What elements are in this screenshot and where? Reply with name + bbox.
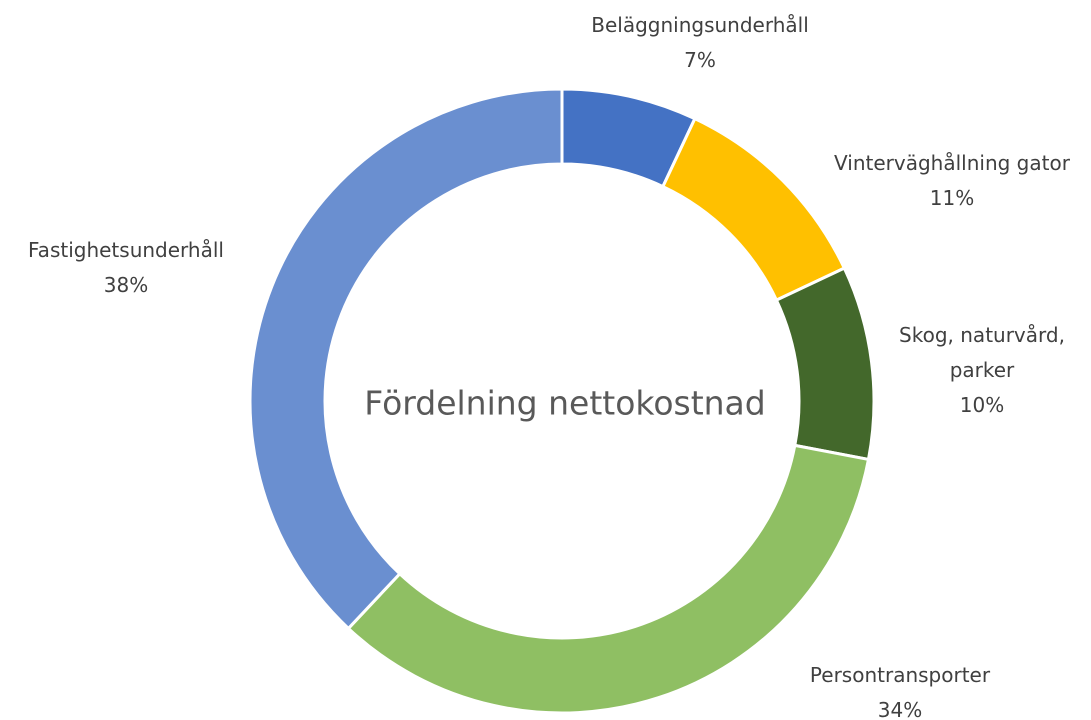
data-label: Fastighetsunderhåll 38% xyxy=(0,233,276,303)
donut-slice xyxy=(774,266,876,462)
data-label: Persontransporter 34% xyxy=(750,658,1050,720)
value-label: 34% xyxy=(877,698,923,720)
donut-slice xyxy=(248,87,564,631)
category-label: Vinterväghållning gator xyxy=(834,151,1070,175)
value-label: 10% xyxy=(959,393,1005,417)
value-label: 11% xyxy=(929,186,975,210)
chart-title: Fördelning nettokostnad xyxy=(364,384,765,423)
data-label: Vinterväghållning gator 11% xyxy=(802,146,1091,216)
category-label: Skog, naturvård, parker xyxy=(899,323,1065,382)
category-label: Beläggningsunderhåll xyxy=(591,13,809,37)
value-label: 38% xyxy=(103,273,149,297)
category-label: Persontransporter xyxy=(809,663,991,687)
data-label: Beläggningsunderhåll 7% xyxy=(550,8,850,78)
value-label: 7% xyxy=(684,48,716,72)
category-label: Fastighetsunderhåll xyxy=(28,238,224,262)
donut-slice xyxy=(346,443,871,715)
data-label: Skog, naturvård, parker 10% xyxy=(897,318,1067,423)
